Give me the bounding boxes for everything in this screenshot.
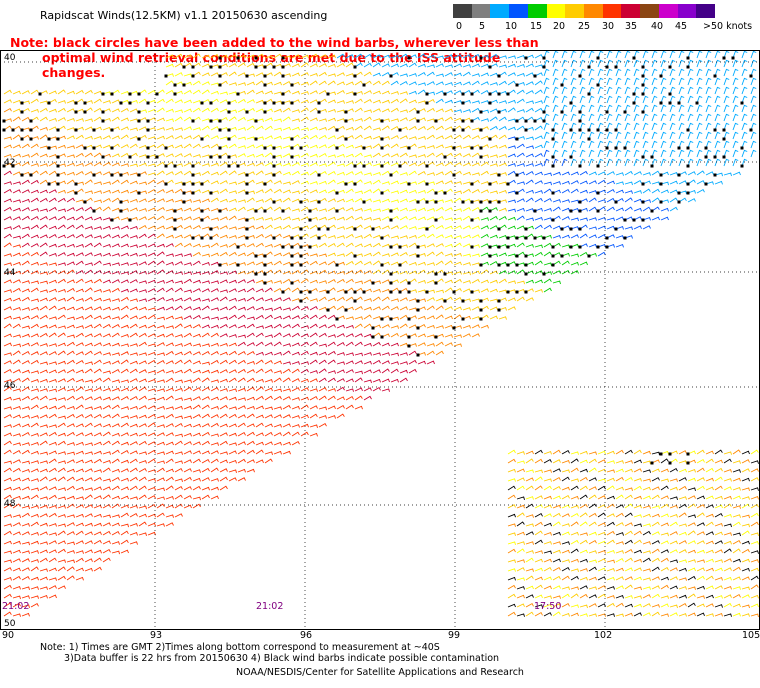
footnote-line-1: Note: 1) Times are GMT 2)Times along bot…: [40, 642, 440, 653]
wind-barb-canvas: 40 42 44 46 48 50: [0, 50, 760, 630]
legend-swatch: [527, 4, 547, 18]
legend-swatch: [546, 4, 566, 18]
footnote-line-2: 3)Data buffer is 22 hrs from 20150630 4)…: [64, 653, 500, 664]
lat-label: 50: [4, 619, 16, 629]
wind-speed-color-legend: [453, 4, 716, 18]
lon-label-102: 102: [594, 630, 613, 641]
legend-label: 25: [578, 21, 591, 32]
lat-label: 46: [4, 381, 16, 391]
credit-line: NOAA/NESDIS/Center for Satellite Applica…: [236, 667, 524, 678]
legend-swatch: [471, 4, 491, 18]
lon-label-99: 99: [448, 630, 461, 641]
legend-swatch: [453, 4, 472, 18]
lat-label: 48: [4, 499, 16, 509]
note-line-2: optimal wind retrieval conditions are me…: [42, 50, 501, 80]
lat-label: 40: [4, 53, 16, 63]
legend-swatch: [509, 4, 528, 18]
legend-swatch: [640, 4, 659, 18]
legend-swatch: [584, 4, 603, 18]
legend-label: 20: [553, 21, 566, 32]
legend-label: 5: [479, 21, 486, 32]
legend-swatch: [658, 4, 678, 18]
lon-label-105: 105: [742, 630, 760, 641]
wind-speed-legend-labels: 0 5 10 15 20 25 30 35 40 45 >50 knots: [450, 21, 760, 33]
legend-label: 30: [602, 21, 615, 32]
lat-label: 44: [4, 268, 16, 278]
time-label-right: 17:50: [534, 601, 562, 612]
lon-label-93: 93: [150, 630, 163, 641]
legend-label: 10: [505, 21, 518, 32]
legend-label: 35: [625, 21, 638, 32]
legend-swatch: [677, 4, 697, 18]
contamination-note: Note: black circles have been added to t…: [10, 35, 550, 80]
legend-swatch: [621, 4, 641, 18]
time-label-left: 21:02: [2, 601, 30, 612]
lon-label-96: 96: [300, 630, 313, 641]
wind-barbs: [2, 50, 759, 618]
legend-swatch: [602, 4, 622, 18]
note-line-1: Note: black circles have been added to t…: [10, 35, 539, 50]
wind-barb-map: 40 42 44 46 48 50: [0, 50, 760, 630]
legend-label: 15: [530, 21, 543, 32]
time-label-center: 21:02: [256, 601, 284, 612]
legend-label: 45: [675, 21, 688, 32]
lon-label-90: 90: [2, 630, 15, 641]
legend-label: >50 knots: [703, 21, 753, 32]
legend-swatch: [696, 4, 716, 18]
legend-swatch: [490, 4, 510, 18]
lat-label: 42: [4, 158, 15, 168]
legend-label: 0: [456, 21, 463, 32]
legend-label: 40: [651, 21, 664, 32]
map-title: Rapidscat Winds(12.5KM) v1.1 20150630 as…: [40, 9, 328, 22]
legend-swatch: [565, 4, 585, 18]
